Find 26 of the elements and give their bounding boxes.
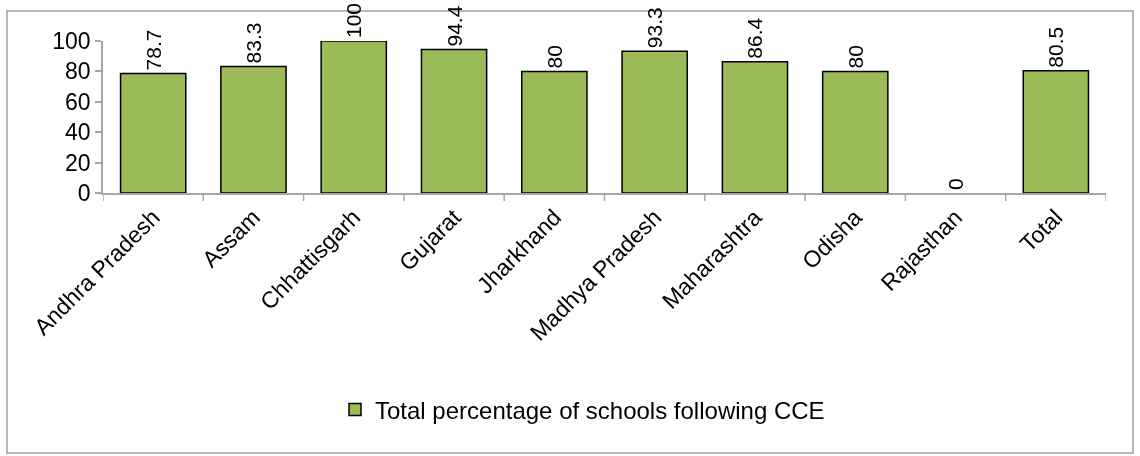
data-label: 100 — [342, 2, 366, 38]
data-label: 83.3 — [241, 22, 265, 64]
data-label: 80.5 — [1044, 26, 1068, 68]
bar — [220, 65, 287, 193]
data-label: 94.4 — [442, 5, 466, 47]
bar — [1022, 69, 1090, 193]
bar — [521, 70, 588, 193]
data-label: 0 — [944, 178, 968, 190]
y-tick-label: 100 — [52, 28, 91, 55]
bar — [621, 50, 688, 193]
data-label: 80 — [542, 45, 566, 69]
data-label: 80 — [843, 45, 867, 69]
data-label: 86.4 — [743, 17, 767, 59]
bar — [420, 48, 488, 193]
y-tick-label: 20 — [65, 149, 91, 176]
bar — [721, 60, 789, 193]
data-label: 78.7 — [141, 29, 165, 71]
bar — [119, 72, 187, 193]
y-tick-label: 0 — [77, 180, 91, 207]
bar — [821, 70, 889, 193]
legend-label: Total percentage of schools following CCE — [375, 396, 825, 424]
y-tick-label: 80 — [65, 58, 91, 85]
y-tick-label: 40 — [65, 119, 91, 146]
data-label: 93.3 — [643, 7, 667, 49]
bar — [320, 41, 388, 193]
y-tick-label: 60 — [65, 88, 91, 115]
